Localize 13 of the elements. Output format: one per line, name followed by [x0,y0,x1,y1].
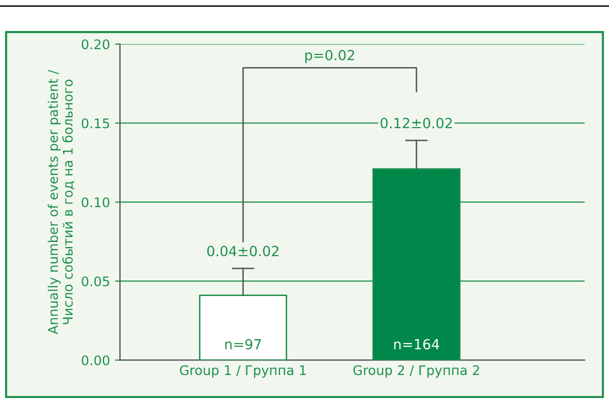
annotation: n=164 [394,339,440,350]
x-tick-label: Group 1 / Группа 1 [180,365,306,378]
annotation: p=0.02 [305,50,354,64]
x-tick-label: Group 2 / Группа 2 [353,365,480,378]
y-tick-label: 0.05 [82,276,110,286]
data-label: 0.04±0.02 [207,246,278,256]
data-label: 0.12±0.02 [380,118,452,128]
y-tick-label: 0.20 [82,39,110,50]
y-tick-label: 0.10 [82,197,110,208]
annotation: n=97 [225,339,261,350]
y-tick-label: 0.00 [82,355,110,366]
y-tick-label: 0.15 [82,118,110,128]
y-axis-title: Annually number of events per patient / Число событий в год на 1 больного [48,70,74,334]
